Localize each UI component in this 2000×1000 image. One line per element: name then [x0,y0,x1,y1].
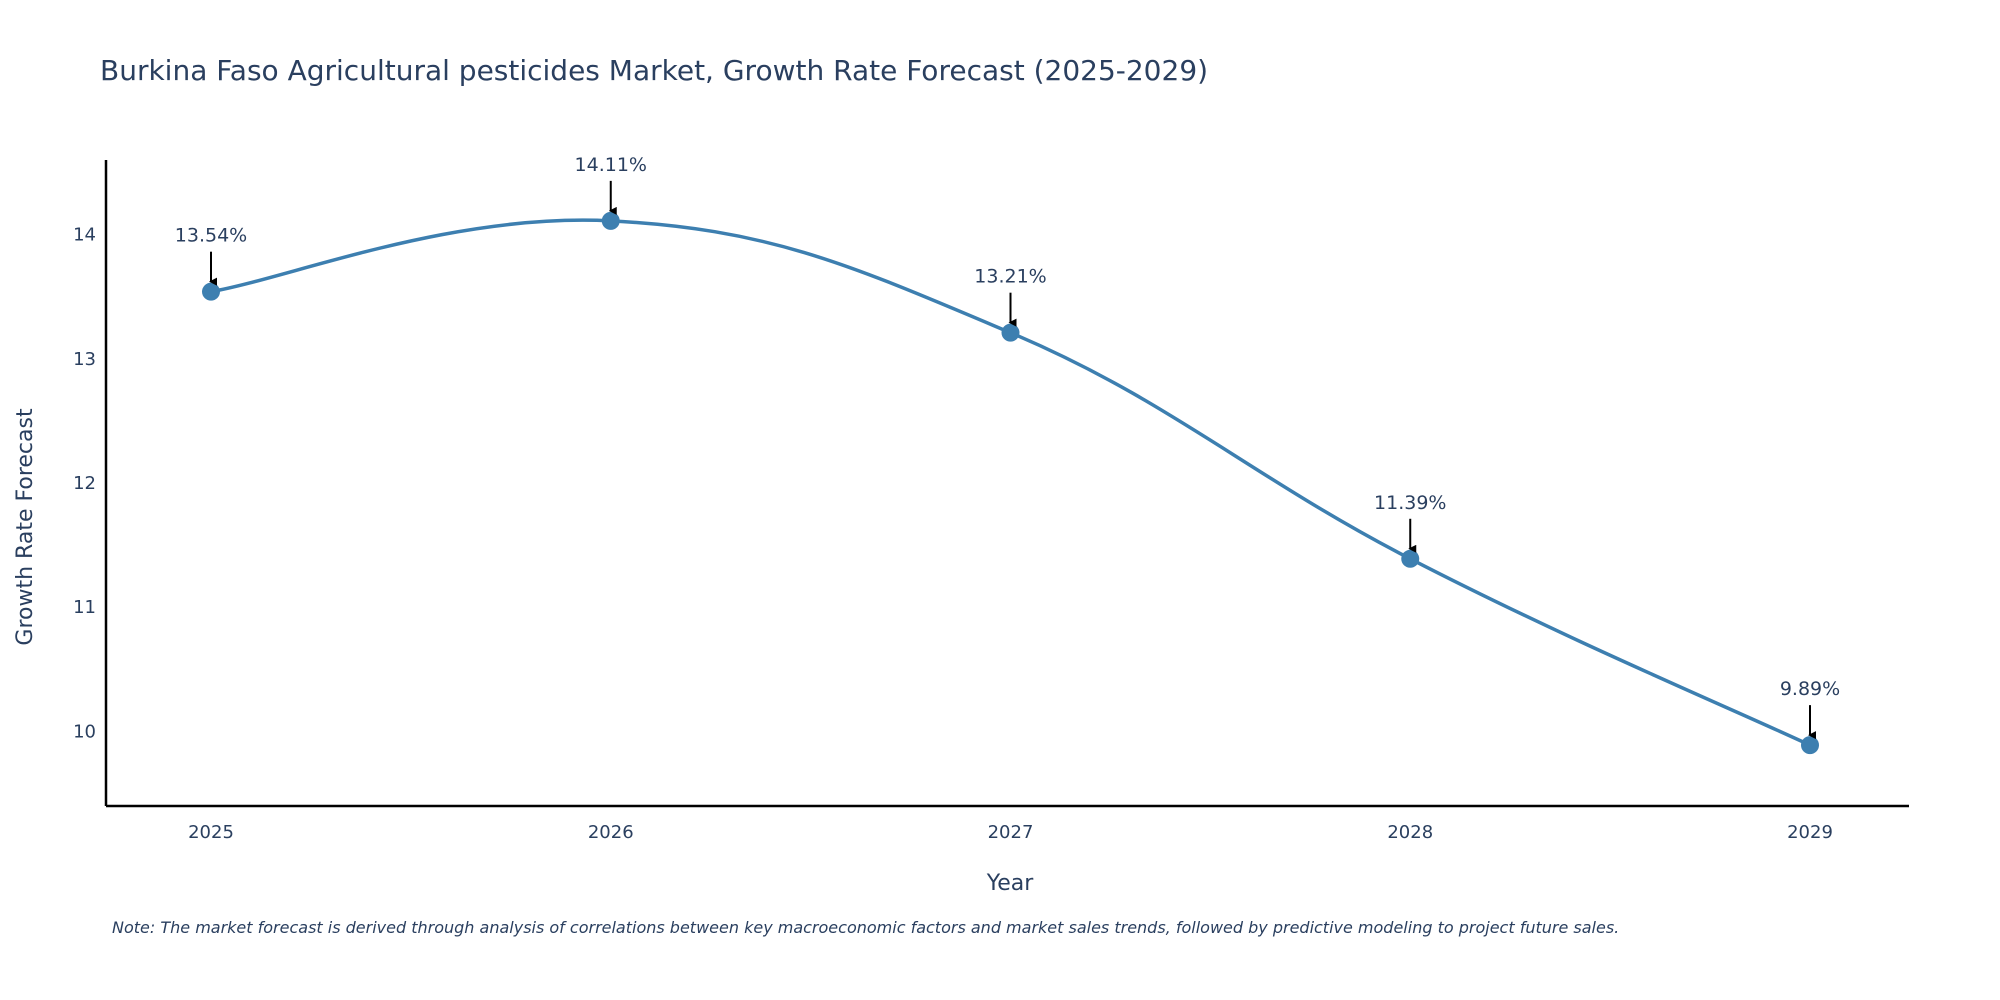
y-tick-label: 10 [73,721,96,742]
y-tick-label: 12 [73,473,96,494]
data-point-2027 [1001,323,1020,342]
data-point-2026 [601,211,620,230]
x-axis-title: Year [986,871,1035,896]
data-point-2029 [1801,736,1819,755]
y-tick-label: 14 [73,225,96,246]
data-point-2025 [202,282,220,301]
y-axis-title: Growth Rate Forecast [13,408,38,646]
x-tick-label: 2026 [588,822,634,843]
x-tick-label: 2029 [1787,822,1833,843]
chart-title: Burkina Faso Agricultural pesticides Mar… [100,54,1208,87]
y-tick-label: 13 [73,349,96,370]
x-tick-label: 2027 [988,822,1034,843]
forecast-note: Note: The market forecast is derived thr… [112,918,1620,937]
data-label-2027: 13.21% [974,266,1046,288]
y-tick-label: 11 [73,597,96,618]
data-label-2026: 14.11% [575,154,647,176]
data-label-2028: 11.39% [1374,492,1446,514]
x-tick-label: 2025 [188,822,234,843]
x-tick-label: 2028 [1387,822,1433,843]
data-point-2028 [1401,549,1420,568]
data-label-2029: 9.89% [1780,678,1840,700]
data-label-2025: 13.54% [175,225,247,247]
